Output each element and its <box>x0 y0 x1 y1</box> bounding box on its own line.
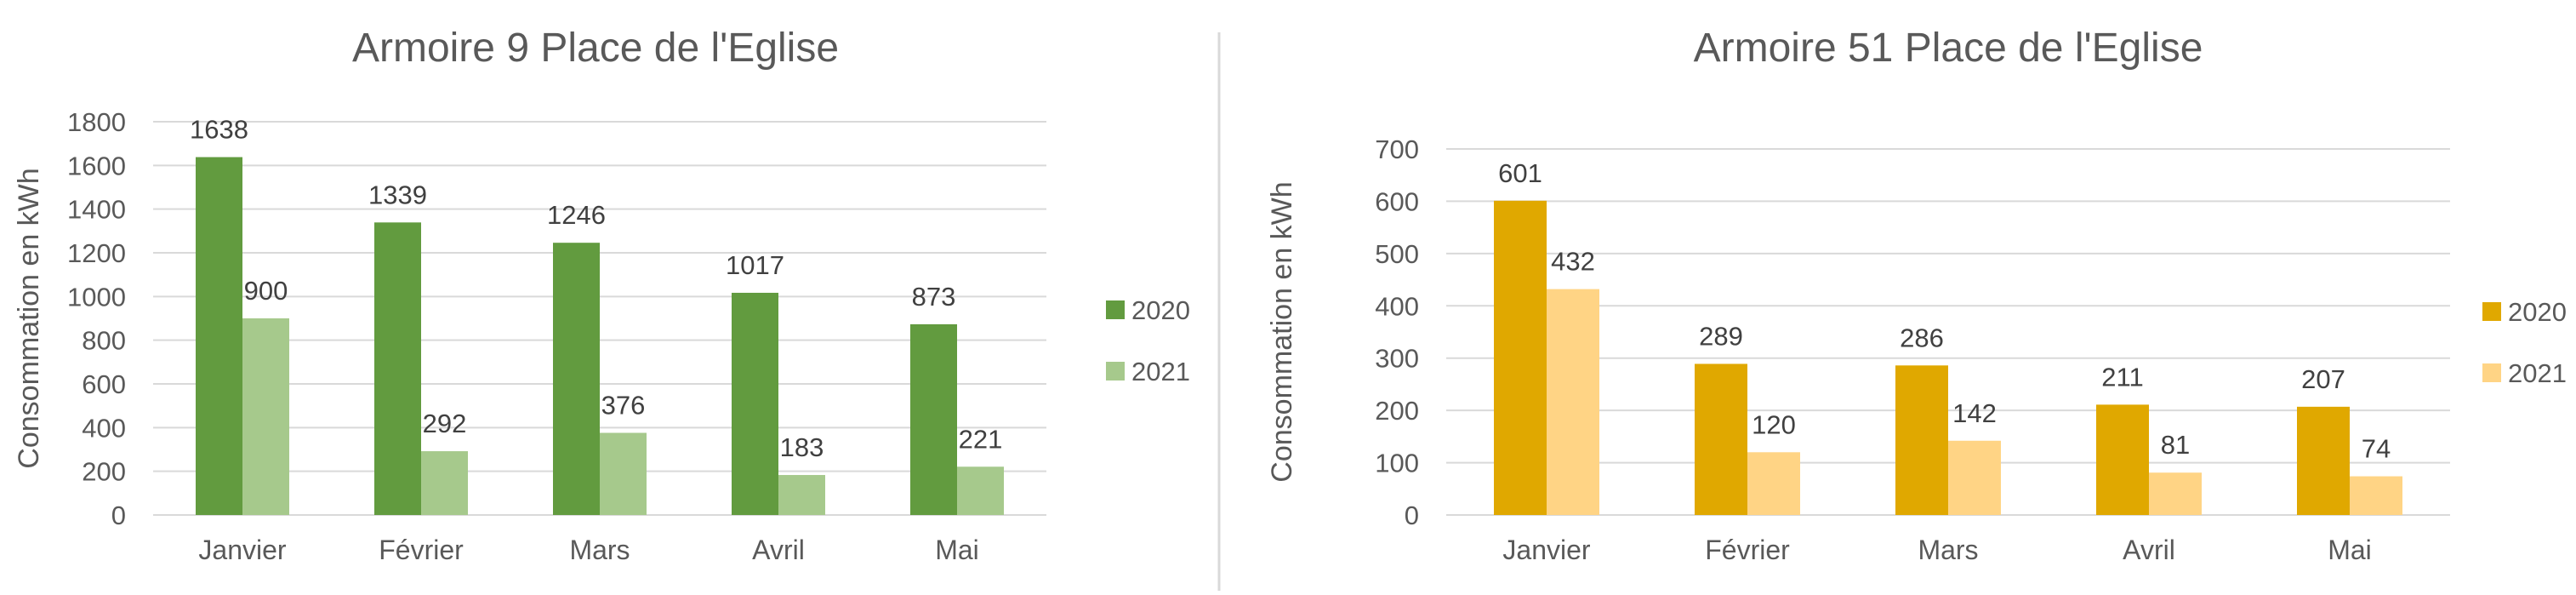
bar-2020 <box>2096 404 2149 515</box>
legend-swatch <box>2482 363 2501 382</box>
bar-2020 <box>196 157 242 515</box>
legend-label: 2021 <box>2508 358 2567 388</box>
y-tick-label: 600 <box>1375 186 1419 216</box>
y-tick-label: 700 <box>1375 134 1419 164</box>
data-label: 1339 <box>368 180 427 209</box>
y-tick-label: 800 <box>82 326 126 356</box>
data-label: 601 <box>1498 158 1542 188</box>
legend-swatch <box>2482 302 2501 321</box>
y-tick-label: 500 <box>1375 239 1419 269</box>
bar-2021 <box>778 475 825 515</box>
y-tick-label: 1000 <box>67 282 126 312</box>
legend-label: 2020 <box>2508 297 2567 327</box>
bar-2021 <box>1547 289 1599 515</box>
x-tick-label: Janvier <box>1502 535 1591 565</box>
bar-2021 <box>421 451 468 515</box>
legend-swatch <box>1106 362 1125 380</box>
legend-swatch <box>1106 300 1125 319</box>
chart-title: Armoire 9 Place de l'Eglise <box>352 26 839 71</box>
data-label: 376 <box>601 390 646 420</box>
bar-2021 <box>1948 440 2001 515</box>
bar-2021 <box>2149 472 2202 515</box>
y-tick-label: 400 <box>1375 291 1419 321</box>
data-label: 221 <box>959 424 1003 454</box>
y-tick-label: 200 <box>1375 396 1419 426</box>
data-label: 1017 <box>726 250 784 280</box>
data-label: 211 <box>2101 362 2143 392</box>
legend-label: 2021 <box>1131 357 1190 386</box>
data-label: 289 <box>1699 321 1743 351</box>
x-tick-label: Février <box>1705 535 1790 565</box>
data-label: 207 <box>2301 364 2345 394</box>
y-tick-label: 200 <box>82 457 126 487</box>
data-label: 1638 <box>190 115 248 145</box>
x-tick-label: Avril <box>752 535 805 565</box>
y-tick-label: 1400 <box>67 195 126 225</box>
x-tick-label: Janvier <box>198 535 287 565</box>
data-label: 183 <box>780 432 824 462</box>
y-tick-label: 1600 <box>67 151 126 180</box>
y-tick-label: 0 <box>111 501 126 530</box>
bar-2020 <box>1695 363 1747 515</box>
data-label: 900 <box>244 276 288 306</box>
data-label: 432 <box>1551 247 1595 277</box>
bar-2021 <box>1747 452 1800 515</box>
bar-2021 <box>242 318 289 515</box>
bar-2020 <box>374 222 421 515</box>
y-tick-label: 0 <box>1405 501 1419 530</box>
y-tick-label: 1200 <box>67 238 126 268</box>
x-tick-label: Mars <box>1918 535 1978 565</box>
y-tick-label: 300 <box>1375 344 1419 374</box>
data-label: 292 <box>423 409 467 438</box>
bar-2021 <box>2350 476 2402 515</box>
bar-2020 <box>1494 200 1547 516</box>
chart-title: Armoire 51 Place de l'Eglise <box>1694 26 2203 71</box>
data-label: 120 <box>1752 409 1796 439</box>
bar-2020 <box>553 243 600 515</box>
x-tick-label: Mars <box>569 535 630 565</box>
data-label: 142 <box>1952 398 1997 428</box>
y-axis-label: Consommation en kWh <box>13 168 45 468</box>
x-tick-label: Avril <box>2123 535 2175 565</box>
x-tick-label: Mai <box>2328 535 2372 565</box>
y-tick-label: 600 <box>82 369 126 399</box>
y-tick-label: 100 <box>1375 449 1419 478</box>
x-tick-label: Mai <box>935 535 979 565</box>
bar-2020 <box>2297 406 2350 515</box>
bar-2020 <box>910 323 957 515</box>
bar-2021 <box>957 466 1004 515</box>
data-label: 1246 <box>547 200 606 230</box>
data-label: 286 <box>1900 323 1944 352</box>
data-label: 81 <box>2161 430 2190 460</box>
data-label: 873 <box>912 282 956 312</box>
y-axis-label: Consommation en kWh <box>1266 181 1298 482</box>
legend-label: 2020 <box>1131 295 1190 325</box>
bar-2020 <box>732 292 778 515</box>
x-tick-label: Février <box>379 535 464 565</box>
y-tick-label: 400 <box>82 413 126 443</box>
bar-2020 <box>1895 365 1948 515</box>
data-label: 74 <box>2362 434 2391 464</box>
y-tick-label: 1800 <box>67 107 126 137</box>
bar-2021 <box>600 432 647 515</box>
